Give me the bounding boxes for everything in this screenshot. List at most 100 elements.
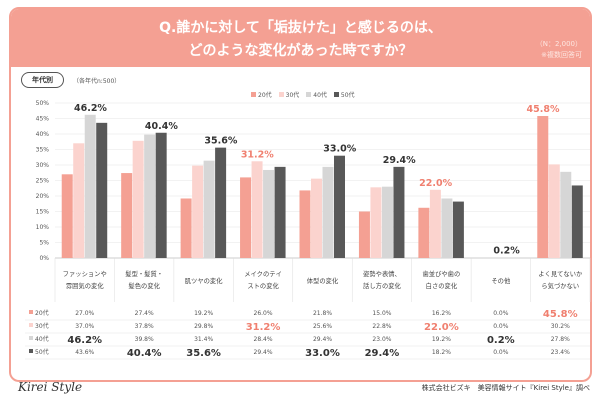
table-cell: 35.6% [186, 348, 221, 359]
category-label: 肌ツヤの変化 [185, 276, 223, 285]
bar-40代 [322, 166, 334, 258]
table-cell: 22.0% [424, 322, 459, 333]
data-label: 35.6% [204, 136, 237, 147]
table-cell: 29.4% [313, 336, 332, 343]
table-cell: 45.8% [543, 309, 578, 320]
row-swatch [29, 310, 33, 314]
data-label: 45.8% [527, 104, 560, 115]
category-label: メイクのテイ [244, 270, 282, 278]
bar-20代 [61, 174, 73, 258]
table-cell: 40.4% [127, 348, 162, 359]
y-tick-label: 15% [36, 209, 50, 216]
category-label: 雰囲気の変化 [66, 281, 104, 290]
table-cell: 19.2% [194, 310, 213, 317]
sample-note: （N：2,000） ※複数回答可 [536, 39, 582, 61]
table-cell: 0.0% [493, 310, 509, 317]
category-label: 姿勢や表情、 [363, 269, 401, 278]
legend: 20代 30代 40代 50代 [251, 90, 355, 99]
source-credit: 株式会社ビズキ 美容情報サイト『Kirei Style』調べ [421, 384, 590, 392]
table-cell: 37.8% [135, 323, 154, 330]
table-cell: 27.4% [135, 310, 154, 317]
table-cell: 18.2% [432, 349, 451, 356]
table-cell: 29.8% [194, 323, 213, 330]
data-label: 33.0% [323, 144, 356, 155]
bar-50代 [571, 185, 583, 258]
category-label: 話し方の変化 [363, 281, 401, 290]
category-label: ストの変化 [247, 281, 279, 290]
bar-20代 [418, 207, 430, 258]
filter-sub: （各年代n:500） [73, 78, 121, 85]
legend-swatch [333, 92, 339, 97]
table-cell: 29.4% [365, 348, 400, 359]
bar-40代 [144, 134, 156, 258]
chart: 0% 5% 10% 15% 20% 25% 30% 35% 40% 45% 50% 27.0% 37.0… [25, 100, 591, 360]
table-cell: 27.8% [551, 336, 570, 343]
table-cell: 27.0% [75, 310, 94, 317]
bar-30代 [370, 187, 382, 258]
bar-40代 [560, 171, 572, 258]
table-cell: 0.0% [493, 349, 509, 356]
bar-50代 [334, 155, 345, 258]
legend-item-20代: 20代 [251, 90, 272, 99]
bar-40代 [441, 198, 453, 258]
row-label: 20代 [35, 309, 49, 317]
bar-50代 [393, 166, 405, 258]
logo: Kirei Style [18, 380, 83, 394]
multiple-answer-note: ※複数回答可 [541, 51, 582, 59]
bar-50代 [215, 147, 227, 258]
table-cell: 23.4% [551, 349, 570, 356]
bar-40代 [263, 169, 275, 258]
table-cell: 46.2% [67, 335, 102, 346]
header: Q.誰かに対して「垢抜けた」と感じるのは、 どのような変化があった時ですか？ （… [11, 9, 590, 67]
table-cell: 25.6% [313, 323, 332, 330]
y-tick-label: 30% [36, 162, 50, 169]
table-cell: 26.0% [254, 310, 273, 317]
bar-50代 [274, 166, 286, 258]
table-cell: 19.2% [432, 336, 451, 343]
table-cell: 22.8% [372, 323, 391, 330]
table-cell: 31.2% [246, 322, 281, 333]
row-label: 30代 [35, 322, 49, 330]
data-label: 40.4% [145, 121, 178, 132]
row-label: 50代 [35, 348, 49, 356]
legend-swatch [306, 92, 312, 97]
legend-item-40代: 40代 [306, 90, 327, 99]
table-cell: 16.2% [432, 310, 451, 317]
table-cell: 21.8% [313, 310, 332, 317]
legend-label: 40代 [313, 92, 327, 99]
table-cell: 23.0% [372, 336, 391, 343]
table-cell: 0.2% [487, 335, 515, 346]
category-label: 髪色の変化 [128, 281, 160, 290]
bar-50代 [452, 201, 464, 258]
row-swatch [29, 323, 33, 327]
filter-tag: 年代別 [21, 72, 64, 88]
bar-40代 [84, 114, 96, 258]
data-label: 0.2% [493, 245, 520, 256]
legend-swatch [278, 92, 284, 97]
bar-40代 [500, 257, 512, 258]
bar-30代 [192, 165, 204, 258]
category-label: 歯並びや歯の [422, 269, 460, 278]
bar-30代 [73, 143, 85, 258]
category-label: ら気づかない [541, 281, 579, 290]
table-cell: 15.0% [372, 310, 391, 317]
y-tick-label: 35% [36, 147, 50, 154]
table-cell: 43.6% [75, 349, 94, 356]
table-cell: 28.4% [254, 336, 273, 343]
table-cell: 0.0% [493, 323, 509, 330]
table-cell: 37.0% [75, 323, 94, 330]
category-label: 髪型・髪質・ [125, 269, 163, 278]
data-label: 22.0% [419, 178, 452, 189]
title-line2: どのような変化があった時ですか？ [188, 43, 413, 59]
row-swatch [29, 336, 33, 340]
table-cell: 31.4% [194, 336, 213, 343]
bar-20代 [180, 198, 192, 258]
bar-20代 [240, 177, 252, 258]
data-label: 31.2% [241, 149, 274, 160]
legend-item-50代: 50代 [333, 90, 355, 99]
bar-30代 [548, 164, 560, 258]
bar-40代 [203, 160, 215, 258]
bar-30代 [251, 161, 263, 258]
y-tick-label: 5% [39, 240, 49, 247]
row-swatch [29, 349, 33, 353]
